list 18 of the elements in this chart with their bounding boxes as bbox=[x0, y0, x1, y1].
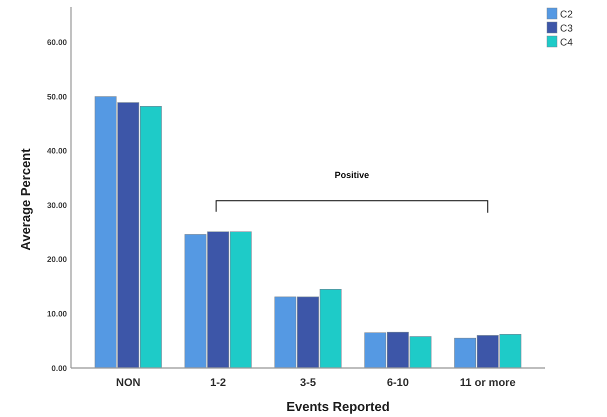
legend-label: C3 bbox=[560, 24, 574, 34]
legend-label: C2 bbox=[560, 10, 574, 20]
x-tick-label: 11 or more bbox=[460, 377, 516, 389]
y-tick-label: 40.00 bbox=[46, 146, 68, 156]
annotation: Positive bbox=[334, 170, 370, 180]
y-tick-label: 30.00 bbox=[46, 200, 68, 210]
x-axis-title: Events Reported bbox=[286, 399, 390, 414]
legend-label: C4 bbox=[560, 38, 574, 48]
y-tick-label: 20.00 bbox=[46, 255, 68, 264]
x-tick-label: 3-5 bbox=[300, 377, 316, 389]
x-tick-label: NON bbox=[116, 377, 141, 389]
y-tick-label: 10.00 bbox=[46, 310, 68, 319]
y-tick-label: 50.00 bbox=[46, 92, 68, 102]
y-axis-title: Average Percent bbox=[18, 148, 33, 251]
x-tick-label: 1-2 bbox=[210, 377, 226, 389]
y-tick-label: 60.00 bbox=[46, 38, 68, 48]
x-tick-label: 6-10 bbox=[386, 377, 409, 389]
y-tick-label: 0.00 bbox=[51, 364, 68, 373]
